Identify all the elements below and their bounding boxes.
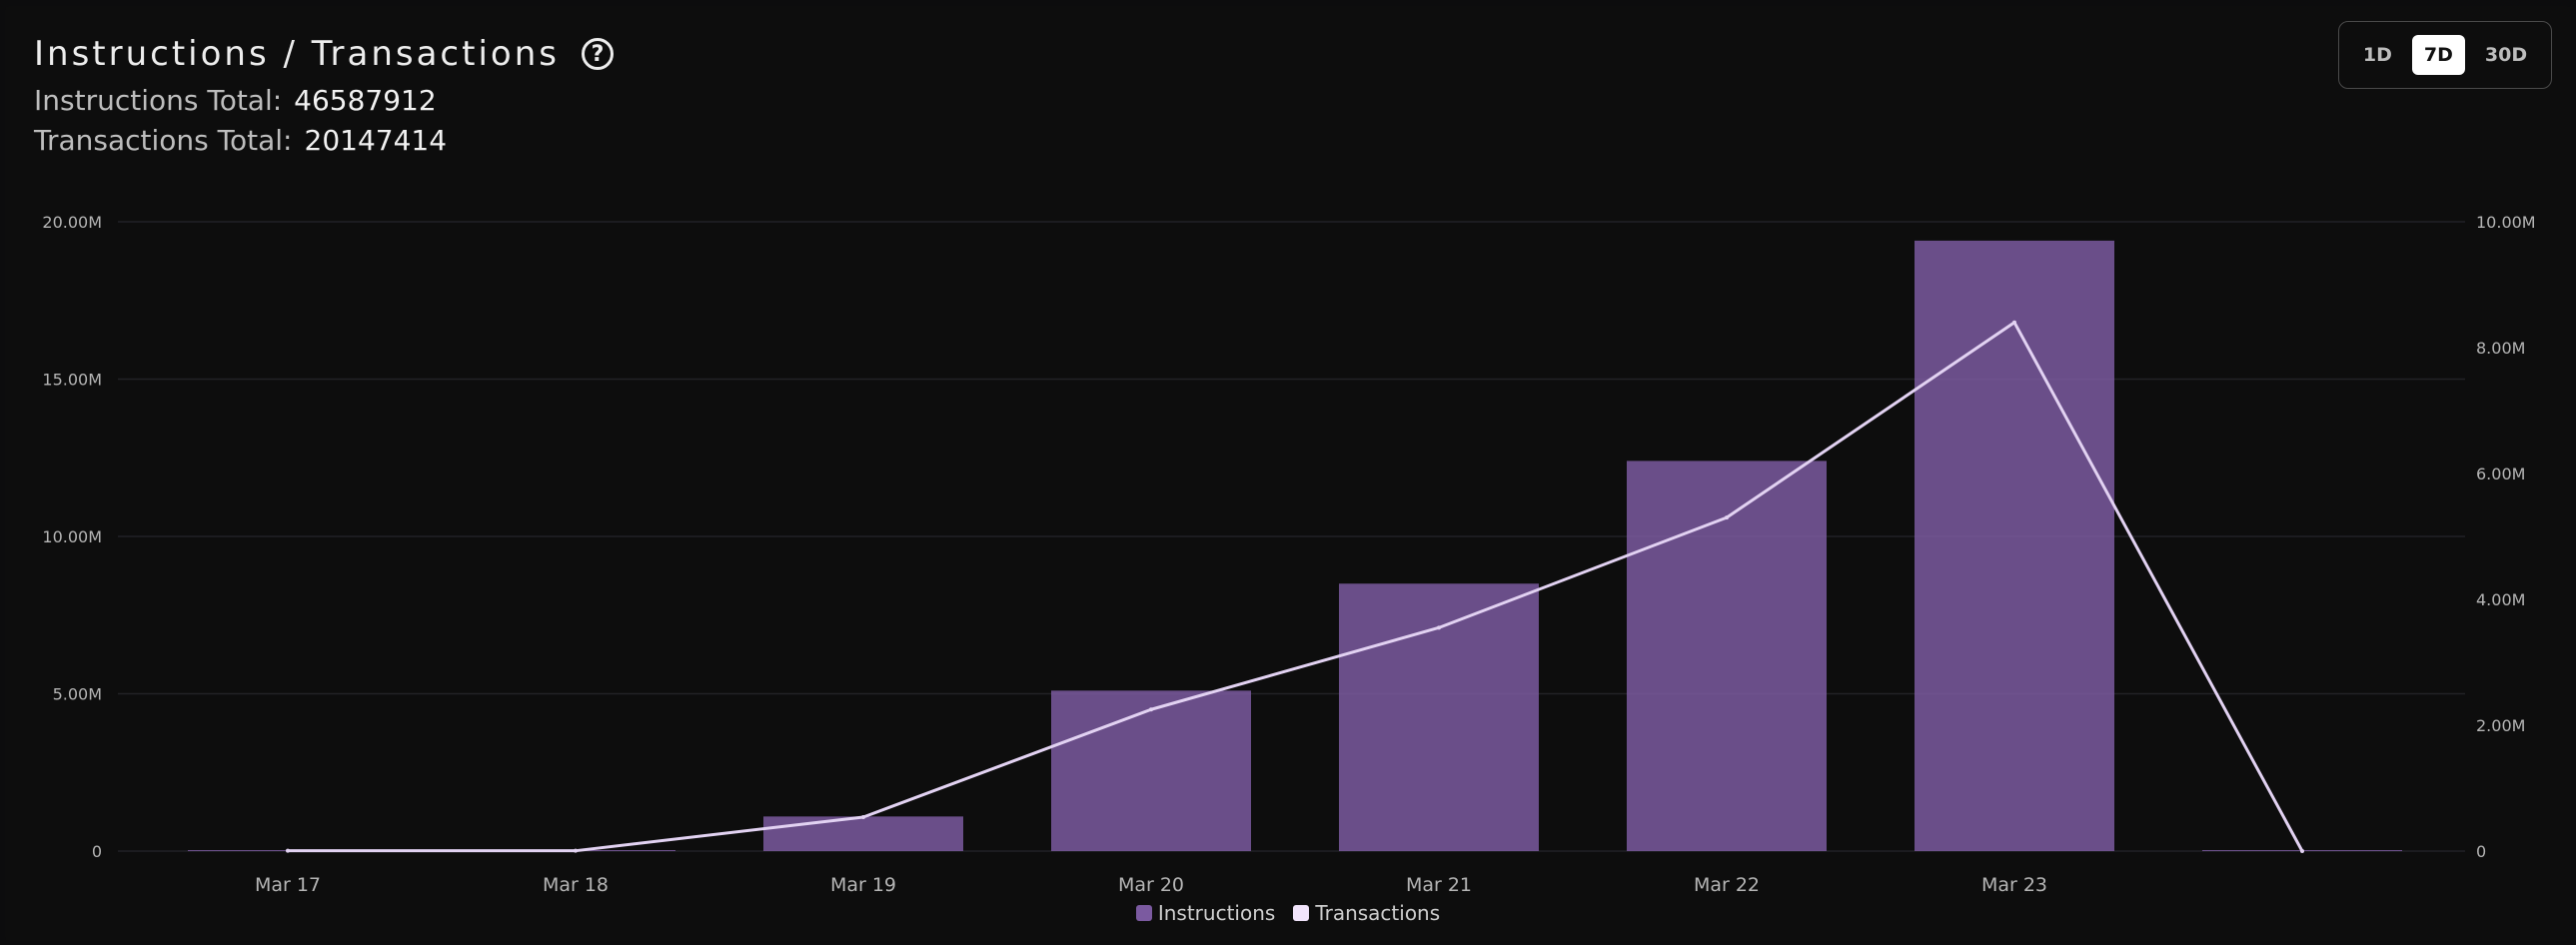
x-tick-label: Mar 23 [1981, 874, 2047, 896]
bar-instructions[interactable] [1915, 240, 2114, 851]
legend-label-instructions: Instructions [1157, 901, 1276, 925]
x-tick-label: Mar 17 [255, 874, 321, 896]
legend-swatch-instructions [1135, 905, 1152, 921]
right-y-tick-label: 6.00M [2476, 465, 2525, 483]
right-y-tick-label: 0 [2476, 842, 2486, 861]
x-tick-label: Mar 22 [1694, 874, 1760, 896]
x-tick-label: Mar 18 [543, 874, 609, 896]
left-y-tick-label: 10.00M [42, 527, 102, 546]
legend: Instructions Transactions [0, 901, 2576, 925]
right-y-tick-label: 10.00M [2476, 213, 2536, 232]
right-y-tick-label: 2.00M [2476, 716, 2525, 735]
right-y-tick-label: 4.00M [2476, 590, 2525, 609]
left-y-tick-label: 0 [92, 842, 102, 861]
transactions-line [286, 320, 2304, 853]
point-transactions[interactable] [1437, 625, 1441, 630]
point-transactions[interactable] [1149, 707, 1153, 712]
point-transactions[interactable] [1725, 515, 1729, 520]
left-y-tick-label: 20.00M [42, 213, 102, 232]
bar-instructions[interactable] [1051, 690, 1251, 851]
range-30d-button[interactable]: 30D [2484, 44, 2528, 66]
instructions-total-label: Instructions Total: [34, 84, 283, 117]
transactions-total: Transactions Total: 20147414 [34, 124, 447, 157]
legend-item-transactions[interactable]: Transactions [1293, 901, 1440, 925]
left-y-tick-label: 5.00M [53, 685, 102, 704]
help-icon[interactable]: ? [581, 38, 614, 70]
x-tick-label: Mar 20 [1118, 874, 1184, 896]
bar-instructions[interactable] [763, 816, 963, 851]
bar-instructions[interactable] [1627, 461, 1827, 851]
bar-instructions[interactable] [1339, 583, 1539, 851]
instructions-total-value: 46587912 [294, 84, 437, 117]
left-y-axis: 0 5.00M 10.00M 15.00M 20.00M [42, 213, 102, 861]
point-transactions[interactable] [574, 848, 578, 853]
transactions-total-label: Transactions Total: [34, 124, 293, 157]
legend-label-transactions: Transactions [1315, 901, 1441, 925]
point-transactions[interactable] [2300, 849, 2304, 853]
instructions-total: Instructions Total: 46587912 [34, 84, 437, 117]
point-transactions[interactable] [2012, 320, 2016, 325]
right-y-tick-label: 8.00M [2476, 339, 2525, 358]
x-tick-label: Mar 21 [1406, 874, 1472, 896]
x-axis: Mar 17 Mar 18 Mar 19 Mar 20 Mar 21 Mar 22 Mar … [255, 874, 2047, 896]
transactions-total-value: 20147414 [304, 124, 448, 157]
line-transactions [288, 321, 2304, 853]
point-transactions[interactable] [286, 848, 290, 853]
point-transactions[interactable] [861, 814, 865, 819]
title-row: Instructions / Transactions ? [34, 34, 614, 74]
x-tick-label: Mar 19 [830, 874, 896, 896]
instructions-bars [188, 240, 2402, 851]
chart-panel [5, 6, 2571, 941]
legend-swatch-transactions [1293, 905, 1310, 921]
range-1d-button[interactable]: 1D [2362, 44, 2392, 66]
page-title: Instructions / Transactions [34, 34, 560, 74]
time-range-selector: 1D 7D 30D [2338, 21, 2552, 89]
range-7d-button[interactable]: 7D [2411, 35, 2465, 75]
legend-item-instructions[interactable]: Instructions [1135, 901, 1276, 925]
right-y-axis: 0 2.00M 4.00M 6.00M 8.00M 10.00M [2476, 213, 2536, 861]
left-y-tick-label: 15.00M [42, 371, 102, 390]
